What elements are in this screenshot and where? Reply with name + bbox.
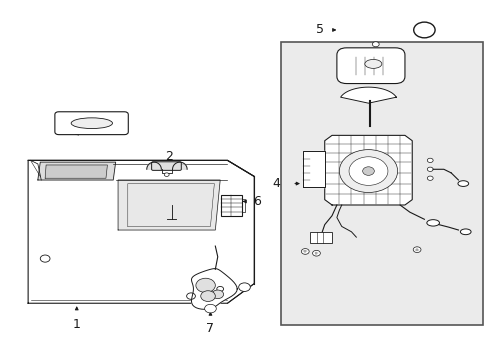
Polygon shape — [146, 162, 161, 169]
Text: 2: 2 — [165, 150, 173, 163]
Text: 6: 6 — [252, 195, 260, 208]
Polygon shape — [45, 165, 107, 178]
FancyBboxPatch shape — [55, 112, 128, 135]
FancyBboxPatch shape — [151, 162, 181, 170]
Circle shape — [196, 278, 215, 293]
Circle shape — [312, 250, 320, 256]
Circle shape — [40, 255, 50, 262]
FancyBboxPatch shape — [336, 48, 404, 84]
Circle shape — [216, 287, 223, 292]
Circle shape — [301, 249, 308, 254]
Circle shape — [362, 167, 373, 175]
Circle shape — [238, 283, 250, 292]
Bar — [281, 42, 482, 325]
Circle shape — [186, 293, 195, 299]
Bar — [309, 232, 331, 243]
Text: 7: 7 — [206, 322, 214, 335]
Ellipse shape — [71, 118, 112, 129]
Circle shape — [427, 167, 432, 171]
Circle shape — [427, 176, 432, 180]
Circle shape — [427, 158, 432, 162]
Circle shape — [339, 150, 397, 193]
Text: 4: 4 — [272, 177, 280, 190]
Circle shape — [211, 290, 223, 298]
Polygon shape — [118, 180, 220, 230]
Circle shape — [348, 157, 387, 185]
Text: 3: 3 — [61, 118, 68, 131]
FancyBboxPatch shape — [221, 195, 241, 216]
Text: 5: 5 — [315, 23, 323, 36]
Ellipse shape — [426, 220, 439, 226]
Polygon shape — [28, 160, 254, 303]
Circle shape — [204, 304, 216, 313]
Polygon shape — [191, 269, 237, 309]
Circle shape — [413, 22, 434, 38]
Polygon shape — [38, 162, 116, 180]
Ellipse shape — [364, 59, 381, 68]
Ellipse shape — [457, 181, 468, 186]
Circle shape — [201, 291, 215, 301]
Circle shape — [164, 173, 169, 176]
Ellipse shape — [459, 229, 470, 235]
Polygon shape — [324, 135, 411, 205]
Polygon shape — [302, 152, 324, 187]
Polygon shape — [340, 87, 396, 103]
Circle shape — [412, 247, 420, 252]
Polygon shape — [172, 162, 187, 169]
Text: 1: 1 — [73, 318, 81, 331]
Circle shape — [372, 42, 378, 47]
